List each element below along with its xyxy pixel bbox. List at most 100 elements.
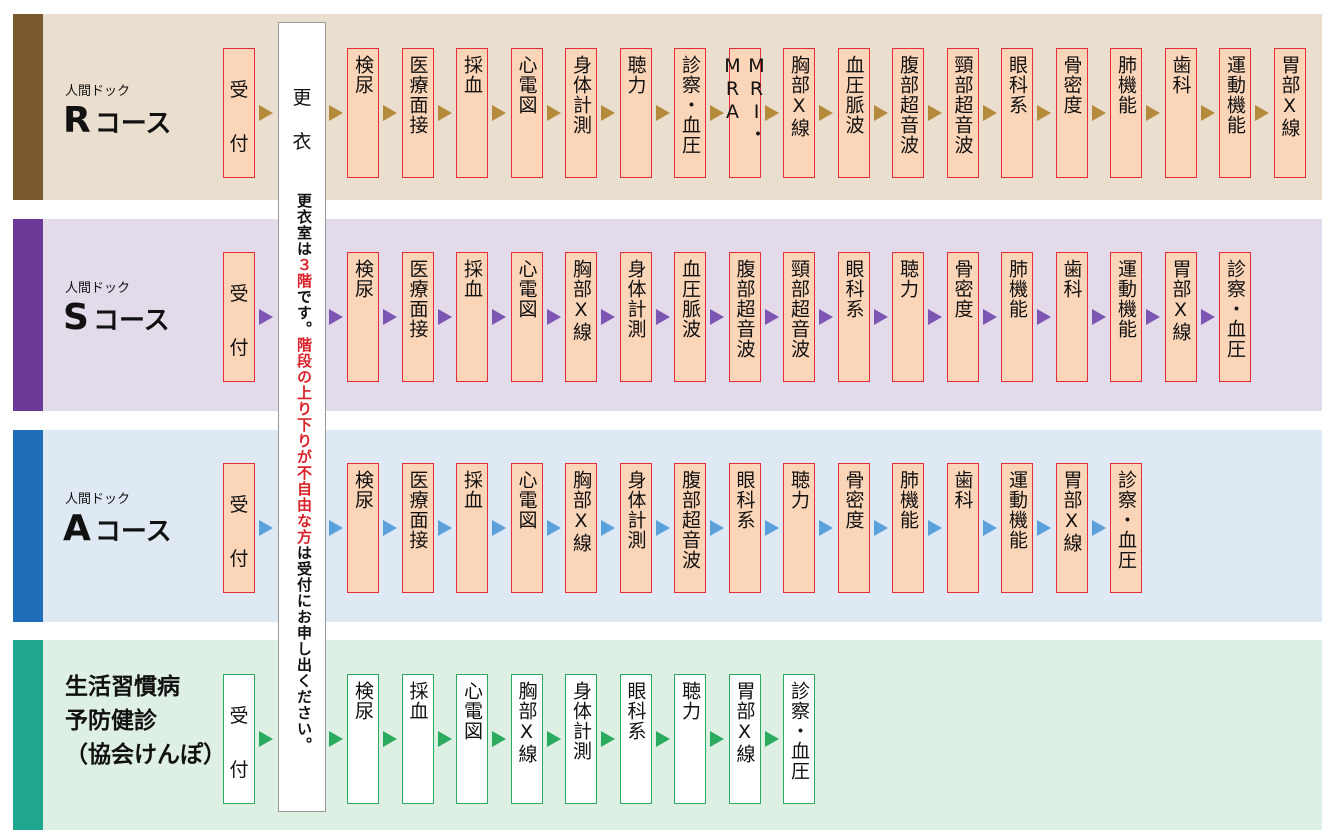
step-box: 検尿: [347, 252, 379, 382]
reception-char-1: 受: [229, 283, 249, 305]
flow-arrow: [437, 520, 452, 536]
flow-arrow: [1091, 105, 1106, 121]
step-box: 検尿: [347, 674, 379, 804]
step-box: 胃部X線: [1164, 252, 1197, 382]
flow-arrow: [655, 731, 670, 747]
flow-arrow: [492, 309, 506, 325]
step-box: 採血: [456, 252, 488, 382]
step-box: 診察・血圧: [674, 48, 706, 178]
step-box: 胃部X線: [1273, 48, 1306, 178]
step-box: 採血: [456, 48, 488, 178]
flow-arrow: [259, 520, 273, 536]
flow-arrow: [437, 309, 452, 325]
step-box: 肺機能: [1001, 252, 1033, 382]
flow-arrow: [873, 105, 888, 121]
step-box: 運動機能: [1110, 252, 1142, 382]
reception-box: 受付: [223, 48, 255, 178]
course-band-s: 人間ドック S コース 受付検尿 医療面接 採血 心電図 胸部X線 身体計測 血圧脈波 腹部超音…: [13, 219, 1322, 411]
flow-arrow: [329, 309, 343, 325]
course-prefix: 人間ドック: [65, 84, 131, 99]
step-box: 運動機能: [1001, 463, 1033, 593]
flow-arrow: [982, 105, 997, 121]
step-box: 胃部X線: [728, 674, 761, 804]
step-box: 腹部超音波: [728, 252, 761, 382]
course-title-line: 生活習慣病: [65, 674, 180, 700]
course-suffix: コース: [94, 517, 172, 547]
step-box: 肺機能: [892, 463, 924, 593]
changing-room-column: 更 衣 更衣室は３階です。階段の上り下りが不自由な方は受付にお申し出ください。: [278, 22, 326, 812]
course-title: S コース: [63, 297, 170, 338]
flow-arrow: [383, 105, 397, 121]
step-box: 血圧脈波: [674, 252, 706, 382]
step-box: 骨密度: [946, 252, 979, 382]
flow-arrow: [1091, 520, 1106, 536]
flow-arrow: [601, 520, 615, 536]
reception-char-1: 受: [229, 494, 249, 516]
flow-arrow: [764, 309, 779, 325]
step-box: 肺機能: [1110, 48, 1142, 178]
flow-arrow: [1146, 105, 1160, 121]
step-box: 医療面接: [401, 48, 434, 178]
flow-arrow: [1037, 309, 1051, 325]
flow-arrow: [329, 731, 343, 747]
step-box: 診察・血圧: [1219, 252, 1251, 382]
reception-char-2: 付: [229, 548, 249, 570]
flow-arrow: [383, 309, 397, 325]
flow-arrow: [383, 731, 397, 747]
flow-arrow: [655, 105, 670, 121]
step-box: 骨密度: [1055, 48, 1088, 178]
step-box: MRI・MRA: [722, 48, 768, 178]
flow-arrow: [655, 520, 670, 536]
flow-arrow: [819, 105, 833, 121]
flow-arrow: [492, 731, 506, 747]
reception-char-2: 付: [229, 759, 249, 781]
flow-arrow: [928, 520, 942, 536]
step-box: 胸部X線: [565, 463, 597, 593]
step-box: 聴力: [783, 463, 815, 593]
step-box: 身体計測: [619, 252, 652, 382]
flow-arrow: [546, 731, 561, 747]
reception-box: 受付: [223, 674, 255, 804]
course-letter: A: [63, 508, 91, 549]
note-part-highlight: ３階: [295, 257, 313, 289]
flow-arrow: [1200, 105, 1215, 121]
step-box: 歯科: [1164, 48, 1197, 178]
course-band-lifestyle: 生活習慣病 予防健診 （協会けんぽ） 受付検尿 採血 心電図 胸部X線 身体計測 眼科系聴…: [13, 640, 1322, 830]
flow-arrow: [873, 309, 888, 325]
course-band-r: 人間ドック R コース 受付検尿 医療面接 採血 心電図 身体計測 聴力 診察・血圧 MRI・M…: [13, 14, 1322, 200]
step-box: 胸部X線: [565, 252, 597, 382]
course-title-line: （協会けんぽ）: [65, 742, 226, 768]
step-box: 胸部X線: [510, 674, 543, 804]
flow-arrow: [601, 731, 615, 747]
course-accent-bar: [13, 219, 43, 411]
step-box: 心電図: [456, 674, 488, 804]
step-box: 腹部超音波: [674, 463, 706, 593]
course-title: R コース: [63, 100, 171, 141]
flow-arrow: [764, 731, 779, 747]
flow-arrow: [873, 520, 888, 536]
course-title: 生活習慣病 予防健診 （協会けんぽ）: [65, 670, 226, 772]
step-box: 聴力: [674, 674, 706, 804]
flow-arrow: [437, 105, 452, 121]
step-box: 運動機能: [1219, 48, 1251, 178]
step-box: 聴力: [619, 48, 652, 178]
step-box: 診察・血圧: [1110, 463, 1142, 593]
step-row: 受付検尿 採血 心電図 胸部X線 身体計測 眼科系 聴力 胃部X線 診察・血圧: [13, 640, 1322, 830]
flow-arrow: [329, 105, 343, 121]
flow-arrow: [1146, 309, 1160, 325]
reception-box: 受付: [223, 252, 255, 382]
step-box: 心電図: [510, 48, 543, 178]
flow-arrow: [819, 520, 833, 536]
flow-arrow: [492, 105, 506, 121]
step-box: 心電図: [510, 252, 543, 382]
step-box: 眼科系: [728, 463, 761, 593]
flow-arrow: [764, 105, 779, 121]
flow-arrow: [546, 520, 561, 536]
course-band-a: 人間ドック A コース 受付検尿 医療面接 採血 心電図 胸部X線 身体計測 腹部超音波 眼科系…: [13, 430, 1322, 622]
changing-char-2: 衣: [292, 131, 312, 153]
reception-char-1: 受: [229, 79, 249, 101]
step-box: 眼科系: [837, 252, 870, 382]
course-title: A コース: [63, 508, 172, 549]
note-part-highlight: 階段の上り下りが不自由な方: [295, 337, 313, 545]
flow-arrow: [928, 309, 942, 325]
